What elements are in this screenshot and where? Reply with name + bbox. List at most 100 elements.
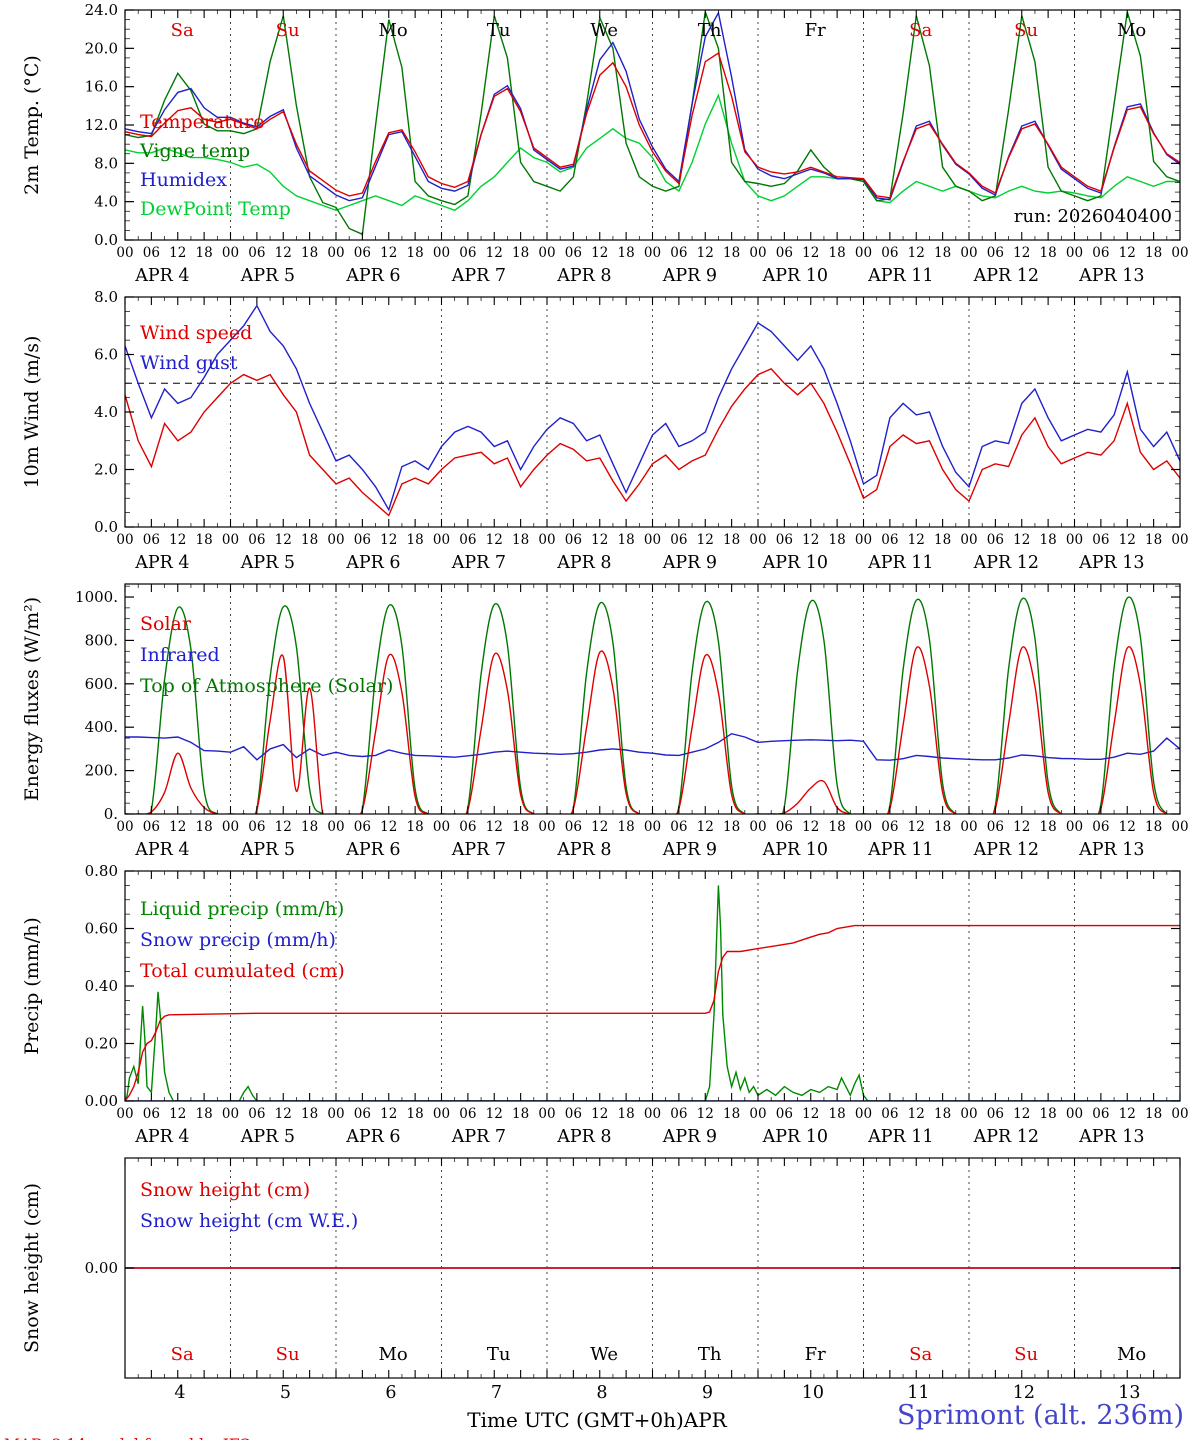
date-label: APR 12 — [973, 840, 1039, 860]
day-number-label: 10 — [802, 1383, 824, 1403]
hour-tick-label: 18 — [829, 245, 846, 261]
day-name-label: Sa — [909, 20, 932, 41]
hour-tick-label: 18 — [301, 1106, 318, 1122]
hour-tick-label: 06 — [459, 1106, 476, 1122]
day-name-label: We — [590, 20, 618, 41]
date-label: APR 13 — [1078, 840, 1144, 860]
hour-tick-label: 18 — [1040, 819, 1057, 835]
hour-tick-label: 00 — [327, 1106, 344, 1122]
model-credit: MARv3.14 model forced by IFS — [4, 1436, 341, 1440]
hour-tick-label: 06 — [987, 245, 1004, 261]
hour-tick-label: 18 — [723, 245, 740, 261]
hour-tick-label: 06 — [1092, 1106, 1109, 1122]
hour-tick-label: 12 — [802, 245, 819, 261]
y-tick-label: 8.0 — [94, 288, 118, 306]
hour-tick-label: 18 — [934, 245, 951, 261]
date-label: APR 11 — [867, 553, 933, 573]
day-number-label: 7 — [491, 1383, 502, 1403]
hour-tick-label: 06 — [565, 245, 582, 261]
y-tick-label: 0.20 — [85, 1035, 118, 1053]
hour-tick-label: 12 — [908, 1106, 925, 1122]
panel-precip: 0.00 0.20 0.40 0.60 0.80 00 06 12 18 00 06 12 18 00 06… — [21, 862, 1189, 1147]
hour-tick-label: 18 — [618, 819, 635, 835]
hour-tick-label: 12 — [591, 245, 608, 261]
day-name-label: Su — [1014, 20, 1038, 41]
hour-tick-label: 06 — [565, 532, 582, 548]
date-label: APR 6 — [345, 1127, 400, 1147]
y-tick-label: 800. — [85, 631, 118, 649]
hour-tick-label: 00 — [644, 245, 661, 261]
day-number-label: 9 — [702, 1383, 713, 1403]
hour-tick-label: 06 — [1092, 532, 1109, 548]
y-tick-label: 0.80 — [85, 862, 118, 880]
day-name-label: Su — [276, 20, 300, 41]
legend-vigne-temp: Vigne temp — [139, 140, 250, 162]
hour-tick-label: 00 — [1171, 245, 1188, 261]
date-label: APR 4 — [134, 840, 189, 860]
hour-tick-label: 00 — [855, 819, 872, 835]
hour-tick-label: 12 — [275, 532, 292, 548]
hour-tick-label: 12 — [697, 245, 714, 261]
hour-tick-label: 12 — [486, 532, 503, 548]
hour-tick-label: 06 — [143, 819, 160, 835]
day-name-label: Mo — [1117, 1344, 1146, 1365]
hour-tick-label: 18 — [829, 1106, 846, 1122]
hour-tick-label: 18 — [1145, 245, 1162, 261]
panel-wind-series — [125, 304, 1180, 517]
hour-tick-label: 00 — [855, 1106, 872, 1122]
date-label: APR 7 — [451, 1127, 506, 1147]
y-tick-label: 2.0 — [94, 461, 118, 479]
date-label: APR 5 — [240, 553, 295, 573]
hour-tick-label: 12 — [591, 1106, 608, 1122]
date-label: APR 8 — [556, 840, 611, 860]
hour-tick-label: 12 — [1013, 245, 1030, 261]
date-label: APR 11 — [867, 840, 933, 860]
hour-tick-label: 18 — [196, 245, 213, 261]
series-wind-gust — [125, 304, 1180, 512]
hour-tick-label: 00 — [960, 819, 977, 835]
hour-tick-label: 18 — [407, 819, 424, 835]
hour-tick-label: 12 — [169, 245, 186, 261]
date-label: APR 5 — [240, 1127, 295, 1147]
hour-tick-label: 06 — [776, 1106, 793, 1122]
hour-tick-label: 12 — [275, 819, 292, 835]
day-number-label: 5 — [280, 1383, 291, 1403]
hour-tick-label: 06 — [248, 532, 265, 548]
hour-tick-label: 00 — [1066, 1106, 1083, 1122]
hour-tick-label: 06 — [248, 1106, 265, 1122]
y-tick-label: 0.0 — [94, 231, 118, 249]
hour-tick-label: 18 — [1040, 532, 1057, 548]
date-label: APR 8 — [556, 266, 611, 286]
time-axis-caption: Time UTC (GMT+0h)APR — [467, 1408, 727, 1432]
hour-tick-label: 18 — [934, 532, 951, 548]
hour-tick-label: 06 — [354, 1106, 371, 1122]
hour-tick-label: 12 — [275, 1106, 292, 1122]
hour-tick-label: 00 — [749, 1106, 766, 1122]
footer-credits: MARv3.14 model forced by IFS (c) Lab. of… — [4, 1398, 341, 1440]
y-axis-title-temperature: 2m Temp. (°C) — [21, 55, 43, 195]
y-tick-label: 16.0 — [85, 78, 118, 96]
hour-tick-label: 06 — [1092, 245, 1109, 261]
series-dewpoint-temp — [125, 93, 1180, 212]
hour-tick-label: 12 — [486, 1106, 503, 1122]
hour-tick-label: 12 — [591, 532, 608, 548]
hour-tick-label: 06 — [987, 532, 1004, 548]
y-tick-label: 400. — [85, 718, 118, 736]
legend-humidex: Humidex — [140, 169, 227, 191]
hour-tick-label: 00 — [327, 245, 344, 261]
hour-tick-label: 12 — [1119, 245, 1136, 261]
date-label: APR 10 — [762, 553, 828, 573]
hour-tick-label: 06 — [354, 532, 371, 548]
hour-tick-label: 00 — [855, 532, 872, 548]
date-label: APR 13 — [1078, 553, 1144, 573]
y-tick-label: 24.0 — [85, 1, 118, 19]
day-name-label: Sa — [909, 1344, 932, 1365]
series-wind-speed — [125, 368, 1180, 517]
hour-tick-label: 06 — [354, 819, 371, 835]
date-label: APR 9 — [662, 266, 717, 286]
legend-snow-height-cm-w-e: Snow height (cm W.E.) — [140, 1210, 358, 1232]
y-tick-label: 0.0 — [94, 518, 118, 536]
hour-tick-label: 06 — [459, 819, 476, 835]
hour-tick-label: 12 — [908, 819, 925, 835]
hour-tick-label: 00 — [116, 245, 133, 261]
